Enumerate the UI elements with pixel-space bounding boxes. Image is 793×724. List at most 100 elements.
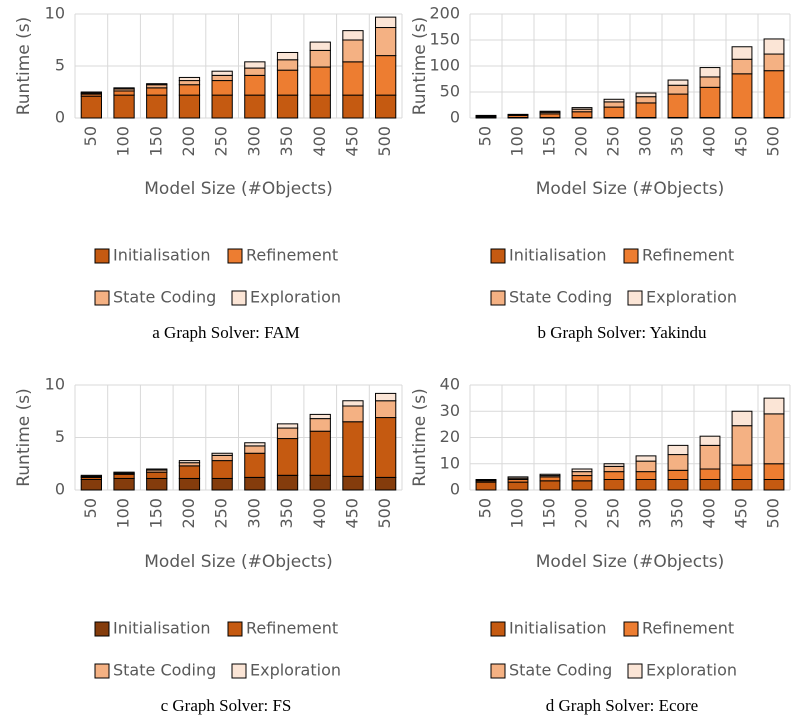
bar-segment xyxy=(309,418,331,432)
bar-segment xyxy=(603,465,625,473)
bar-segment xyxy=(276,423,299,429)
bar-segment xyxy=(211,80,233,96)
bar-segment xyxy=(635,460,657,473)
bar-segment xyxy=(309,430,331,476)
bar-segment xyxy=(80,91,102,94)
bar-segment xyxy=(731,410,753,427)
x-tick-label: 250 xyxy=(604,498,623,529)
bar-segment xyxy=(571,468,593,473)
bar-segment xyxy=(635,96,657,104)
bar-segment xyxy=(80,474,102,477)
bar-segment xyxy=(763,38,785,55)
y-axis-title: Runtime (s) xyxy=(410,17,430,116)
x-tick-label: 150 xyxy=(146,498,165,529)
bar-segment xyxy=(146,471,168,479)
caption: b Graph Solver: Yakindu xyxy=(537,323,707,342)
bar-segment xyxy=(211,460,233,479)
bar-segment xyxy=(375,27,397,57)
bar-segment xyxy=(603,106,625,118)
y-tick-label: 0 xyxy=(450,108,460,127)
bar-segment xyxy=(342,39,364,63)
legend-label: State Coding xyxy=(113,661,216,680)
bar-segment xyxy=(763,479,785,491)
bar-segment xyxy=(667,84,689,95)
bar-segment xyxy=(699,67,721,78)
bar-segment xyxy=(539,476,561,482)
bar-segment xyxy=(178,76,201,82)
x-axis-title: Model Size (#Objects) xyxy=(536,179,724,199)
y-axis-title: Runtime (s) xyxy=(14,388,34,487)
bar-segment xyxy=(211,452,233,456)
bar-segment xyxy=(276,474,299,491)
legend-label: Refinement xyxy=(246,246,338,265)
bar-segment xyxy=(342,94,364,119)
legend-swatch xyxy=(227,248,243,264)
bar-segment xyxy=(539,473,561,477)
y-axis-title: Runtime (s) xyxy=(410,388,430,487)
y-tick-label: 200 xyxy=(429,4,460,23)
y-tick-label: 50 xyxy=(440,82,460,101)
bar-segment xyxy=(699,76,721,88)
legend-label: State Coding xyxy=(509,661,612,680)
legend-swatch xyxy=(627,663,643,679)
x-tick-label: 450 xyxy=(732,498,751,529)
bar-segment xyxy=(146,87,168,96)
legend-label: Refinement xyxy=(246,619,338,638)
bar-segment xyxy=(375,476,397,491)
bar-segment xyxy=(309,94,331,119)
legend-swatch xyxy=(227,621,243,637)
bar-segment xyxy=(244,445,266,454)
legend-swatch xyxy=(490,663,506,679)
x-tick-label: 200 xyxy=(179,498,198,529)
legend-swatch xyxy=(94,621,110,637)
bar-segment xyxy=(146,477,168,491)
bar-segment xyxy=(211,477,233,491)
x-tick-label: 350 xyxy=(277,126,296,157)
bar-segment xyxy=(699,444,721,470)
legend-label: Exploration xyxy=(646,661,737,680)
y-axis-title: Runtime (s) xyxy=(14,17,34,116)
bar-segment xyxy=(635,471,657,480)
x-tick-label: 400 xyxy=(700,498,719,529)
bar-segment xyxy=(244,74,266,96)
bar-segment xyxy=(763,70,785,118)
bar-segment xyxy=(699,479,721,491)
x-tick-label: 500 xyxy=(764,498,783,529)
bar-segment xyxy=(375,94,397,119)
x-tick-label: 350 xyxy=(668,498,687,529)
bar-segment xyxy=(342,475,364,491)
x-tick-label: 300 xyxy=(244,498,263,529)
y-tick-label: 20 xyxy=(440,427,460,446)
y-tick-label: 0 xyxy=(450,480,460,499)
x-tick-label: 300 xyxy=(636,126,655,157)
legend-swatch xyxy=(94,290,110,306)
bar-segment xyxy=(211,454,233,462)
bar-segment xyxy=(507,476,529,479)
legend-label: Exploration xyxy=(250,661,341,680)
bar-segment xyxy=(603,479,625,491)
bar-segment xyxy=(763,53,785,72)
legend-swatch xyxy=(623,248,639,264)
x-tick-label: 100 xyxy=(508,126,527,157)
x-tick-label: 500 xyxy=(375,126,394,157)
bar-segment xyxy=(539,113,561,118)
x-tick-label: 150 xyxy=(540,498,559,529)
legend-swatch xyxy=(94,663,110,679)
bar-segment xyxy=(244,61,266,69)
bar-segment xyxy=(731,479,753,491)
bar-segment xyxy=(539,480,561,491)
x-tick-label: 100 xyxy=(114,126,133,157)
bar-segment xyxy=(178,80,201,86)
x-tick-label: 450 xyxy=(342,498,361,529)
bar-segment xyxy=(667,79,689,86)
bar-segment xyxy=(342,61,364,96)
x-tick-label: 250 xyxy=(212,126,231,157)
x-tick-label: 50 xyxy=(81,126,100,146)
legend-swatch xyxy=(490,248,506,264)
legend-swatch xyxy=(490,290,506,306)
bar-segment xyxy=(244,442,266,447)
bar-segment xyxy=(146,83,168,86)
legend-label: Refinement xyxy=(642,246,734,265)
legend-label: State Coding xyxy=(509,288,612,307)
